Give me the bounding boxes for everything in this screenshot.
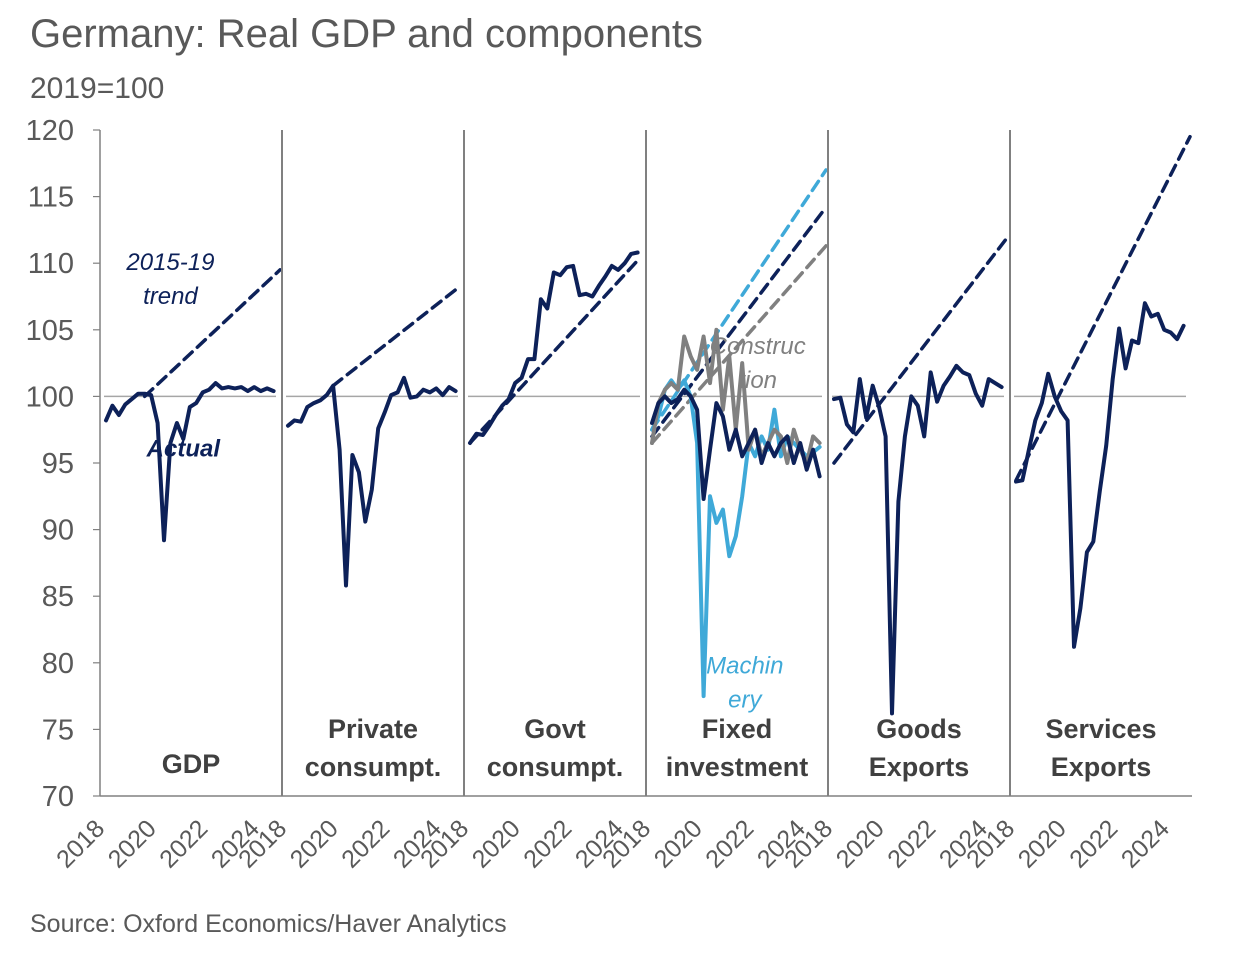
panel-label: consumpt. <box>305 752 442 782</box>
x-tick-label: 2022 <box>700 814 759 873</box>
panel-label: Private <box>328 714 418 744</box>
panel-label: investment <box>666 752 809 782</box>
series-line <box>1014 301 1186 649</box>
panel-label: consumpt. <box>487 752 624 782</box>
series-annotation: Construc <box>710 333 806 360</box>
x-tick-label: 2020 <box>649 814 708 873</box>
y-tick-label: 75 <box>42 714 74 746</box>
y-tick-label: 70 <box>42 781 74 813</box>
x-tick-label: 2020 <box>1013 814 1072 873</box>
trend-line <box>650 205 828 439</box>
trend-line <box>468 258 640 445</box>
trend-line <box>650 168 828 432</box>
panel-chart: 70 75 80 85 90 95 100 105 110 115 120 GDP 2015-19 tre… <box>26 115 1192 874</box>
panel-label: Goods <box>876 714 962 744</box>
trend-line <box>1014 134 1192 483</box>
x-tick-label: 2024 <box>1116 814 1175 873</box>
series-annotation: 2015-19 <box>125 249 214 276</box>
series-annotation: trend <box>143 283 198 310</box>
y-tick-label: 105 <box>26 315 74 347</box>
chart-title: Germany: Real GDP and components <box>30 12 703 56</box>
series-annotation: Actual <box>146 435 222 462</box>
series-line <box>286 375 458 588</box>
x-tick-label: 2020 <box>103 814 162 873</box>
x-tick-label: 2022 <box>882 814 941 873</box>
series-annotation: Machin <box>706 652 783 679</box>
panel-label: Services <box>1045 714 1156 744</box>
x-tick-label: 2018 <box>51 814 110 873</box>
panel-label: GDP <box>162 749 221 779</box>
x-tick-label: 2022 <box>154 814 213 873</box>
y-tick-label: 80 <box>42 648 74 680</box>
x-tick-label: 2020 <box>467 814 526 873</box>
y-tick-label: 100 <box>26 381 74 413</box>
trend-line <box>832 234 1010 465</box>
trend-line <box>650 244 828 445</box>
x-tick-label: 2020 <box>831 814 890 873</box>
x-tick-label: 2020 <box>285 814 344 873</box>
x-tick-label: 2022 <box>336 814 395 873</box>
chart-subtitle: 2019=100 <box>30 72 165 105</box>
y-tick-label: 90 <box>42 515 74 547</box>
x-tick-label: 2022 <box>518 814 577 873</box>
series-line <box>650 387 822 501</box>
y-tick-label: 95 <box>42 448 74 480</box>
y-tick-label: 85 <box>42 581 74 613</box>
panel-label: Fixed <box>702 714 773 744</box>
series-annotation: ery <box>728 686 763 713</box>
x-tick-label: 2022 <box>1064 814 1123 873</box>
trend-line <box>142 268 282 399</box>
y-tick-label: 120 <box>26 115 74 147</box>
trend-line <box>331 288 458 388</box>
panel-label: Exports <box>869 752 970 782</box>
source-note: Source: Oxford Economics/Haver Analytics <box>30 910 507 938</box>
y-tick-label: 110 <box>28 248 74 280</box>
series-line <box>832 363 1004 716</box>
series-line <box>104 381 276 543</box>
panel-label: Exports <box>1051 752 1152 782</box>
series-annotation: tion <box>738 367 777 394</box>
panel-label: Govt <box>524 714 586 744</box>
y-tick-label: 115 <box>28 182 74 214</box>
